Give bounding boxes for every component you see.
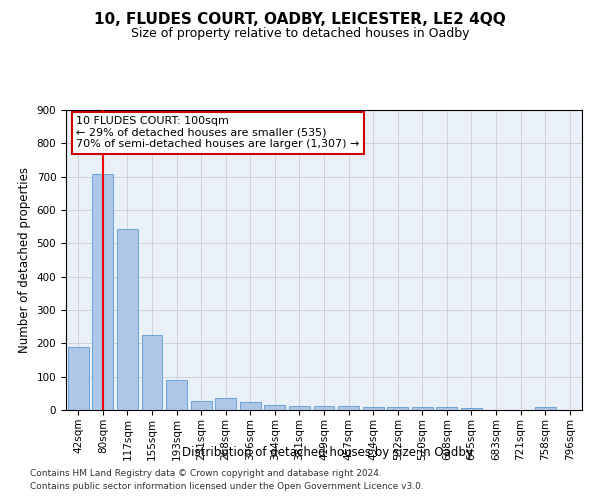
Bar — [215, 398, 236, 410]
Bar — [166, 380, 187, 410]
Bar — [362, 406, 383, 410]
Bar — [191, 400, 212, 410]
Bar — [68, 346, 89, 410]
Text: Contains public sector information licensed under the Open Government Licence v3: Contains public sector information licen… — [30, 482, 424, 491]
Bar — [142, 336, 163, 410]
Bar — [92, 174, 113, 410]
Bar — [412, 406, 433, 410]
Text: Contains HM Land Registry data © Crown copyright and database right 2024.: Contains HM Land Registry data © Crown c… — [30, 468, 382, 477]
Bar — [265, 405, 286, 410]
Bar — [240, 402, 261, 410]
Text: Distribution of detached houses by size in Oadby: Distribution of detached houses by size … — [182, 446, 472, 459]
Bar — [289, 406, 310, 410]
Bar — [461, 408, 482, 410]
Bar — [436, 406, 457, 410]
Y-axis label: Number of detached properties: Number of detached properties — [18, 167, 31, 353]
Text: Size of property relative to detached houses in Oadby: Size of property relative to detached ho… — [131, 28, 469, 40]
Text: 10 FLUDES COURT: 100sqm
← 29% of detached houses are smaller (535)
70% of semi-d: 10 FLUDES COURT: 100sqm ← 29% of detache… — [76, 116, 359, 149]
Bar — [338, 406, 359, 410]
Text: 10, FLUDES COURT, OADBY, LEICESTER, LE2 4QQ: 10, FLUDES COURT, OADBY, LEICESTER, LE2 … — [94, 12, 506, 28]
Bar — [387, 406, 408, 410]
Bar — [535, 406, 556, 410]
Bar — [314, 406, 334, 410]
Bar — [117, 230, 138, 410]
